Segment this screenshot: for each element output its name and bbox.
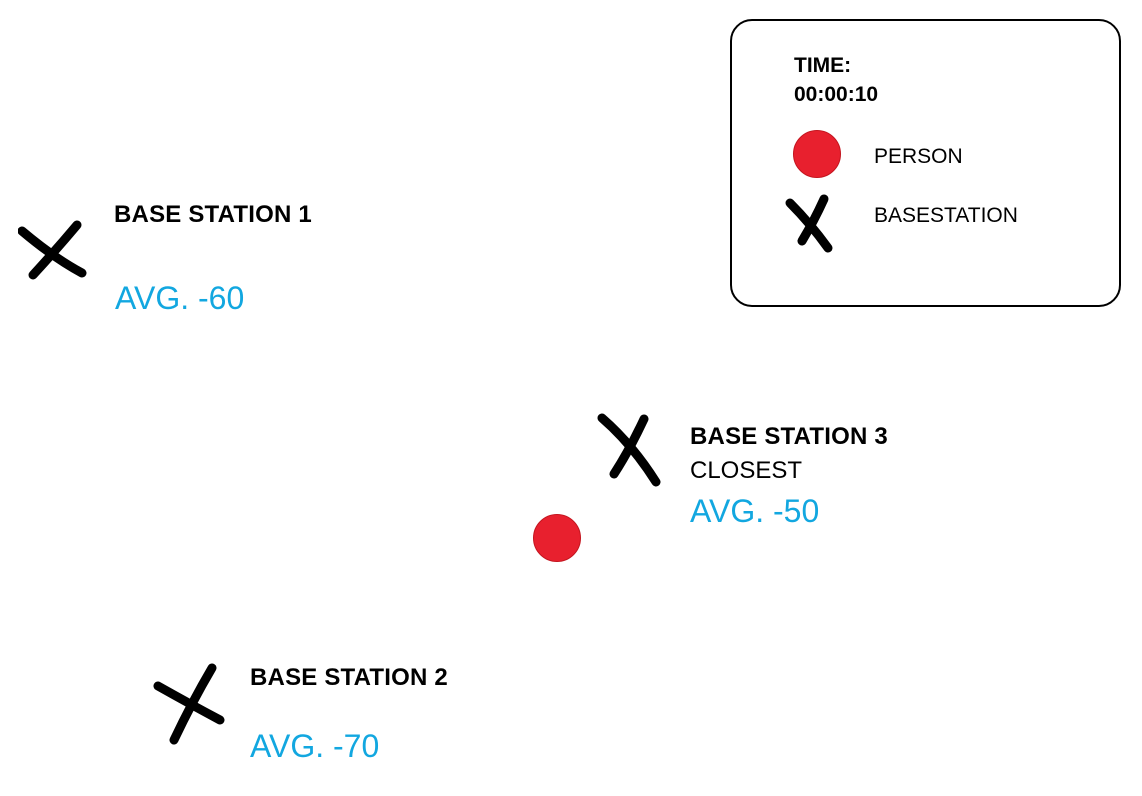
base-station-3-avg: AVG. -50	[690, 493, 820, 529]
base-station-1-avg: AVG. -60	[115, 280, 245, 316]
legend-time-label: TIME:	[794, 54, 852, 77]
base-station-3-subtitle: CLOSEST	[690, 457, 803, 484]
legend-time-value: 00:00:10	[794, 83, 879, 106]
person-dot-icon	[533, 514, 581, 562]
base-station-3-title: BASE STATION 3	[690, 423, 888, 450]
base-station-2-avg: AVG. -70	[250, 728, 380, 764]
base-station-2-title: BASE STATION 2	[250, 664, 448, 691]
base-station-3-x-icon	[596, 411, 666, 489]
legend-basestation-x-icon	[782, 193, 842, 255]
base-station-1-title: BASE STATION 1	[114, 201, 312, 228]
legend-person-label: PERSON	[874, 145, 963, 168]
base-station-2-x-icon	[152, 662, 230, 746]
legend-box: TIME: 00:00:10 PERSON BASESTATION	[730, 19, 1121, 307]
base-station-1-x-icon	[18, 218, 90, 282]
legend-person-dot-icon	[793, 130, 841, 178]
legend-basestation-label: BASESTATION	[874, 204, 1018, 227]
